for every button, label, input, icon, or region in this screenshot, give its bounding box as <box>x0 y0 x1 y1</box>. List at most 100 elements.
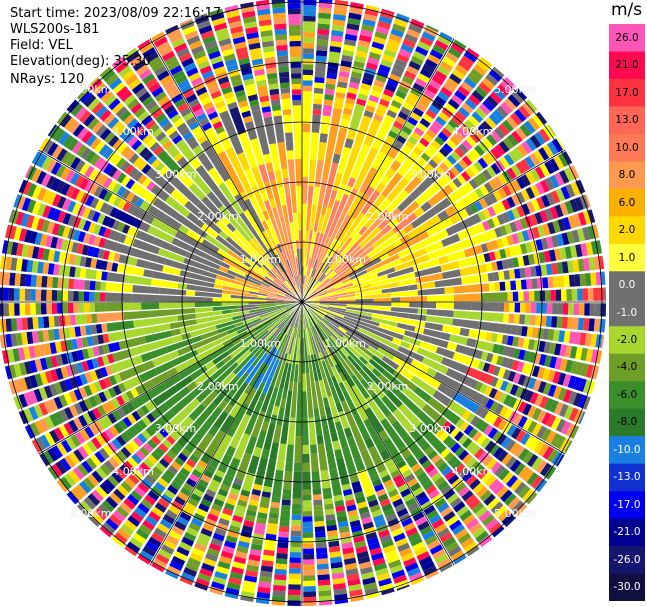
ppi-gate <box>408 313 427 322</box>
ppi-gate <box>131 453 142 465</box>
ppi-gate <box>164 489 176 500</box>
ppi-gate <box>494 227 503 238</box>
ppi-gate <box>113 373 122 384</box>
ppi-gate <box>128 473 140 485</box>
ppi-gate <box>547 276 554 289</box>
colorbar-tick-label: -10.0 <box>613 443 641 456</box>
ppi-gate <box>151 532 165 543</box>
ppi-gate <box>54 341 63 353</box>
ppi-gate <box>431 100 444 111</box>
ppi-gate <box>439 532 453 543</box>
ppi-gate <box>158 302 177 309</box>
ppi-gate <box>140 404 150 415</box>
ppi-gate <box>208 457 221 469</box>
ppi-gate <box>557 387 567 401</box>
ppi-gate <box>516 231 525 243</box>
ppi-gate <box>424 58 438 70</box>
ppi-gate <box>524 435 536 449</box>
ppi-gate <box>88 168 99 181</box>
ppi-gate <box>490 147 502 160</box>
ppi-gate <box>32 185 42 199</box>
ppi-gate <box>168 350 180 360</box>
ppi-gate <box>554 357 563 370</box>
ppi-gate <box>270 360 283 387</box>
ppi-gate <box>262 554 275 562</box>
ppi-gate <box>281 168 289 179</box>
ppi-gate <box>446 139 457 150</box>
ppi-gate <box>475 506 488 519</box>
ppi-gate <box>334 127 348 156</box>
ppi-gate <box>449 213 461 225</box>
ppi-gate <box>314 334 328 361</box>
ppi-gate <box>282 353 288 363</box>
ppi-gate <box>126 541 141 554</box>
ppi-gate <box>356 551 369 559</box>
ppi-gate <box>343 333 360 347</box>
ppi-gate <box>158 548 172 560</box>
ppi-gate <box>181 332 192 341</box>
ppi-gate <box>125 327 145 339</box>
ppi-gate <box>302 80 313 86</box>
ppi-gate <box>115 435 127 447</box>
ppi-gate <box>74 484 88 498</box>
ppi-gate <box>113 532 128 545</box>
range-label: 4.00km <box>112 125 154 139</box>
ppi-gate <box>357 344 367 353</box>
ppi-gate <box>319 303 347 307</box>
ppi-gate <box>1 240 8 254</box>
ppi-gate <box>302 505 313 512</box>
ppi-gate <box>186 527 199 537</box>
ppi-gate <box>79 177 90 190</box>
ppi-gate <box>181 572 196 582</box>
ppi-gate <box>90 454 102 467</box>
ppi-gate <box>440 484 452 496</box>
ppi-gate <box>155 360 175 375</box>
ppi-gate <box>240 596 254 603</box>
ppi-gate <box>518 448 530 461</box>
ppi-gate <box>501 236 510 247</box>
ppi-gate <box>414 516 428 527</box>
ppi-gate <box>527 405 537 418</box>
ppi-gate <box>106 320 135 332</box>
ppi-gate <box>222 309 232 315</box>
ppi-gate <box>236 327 247 335</box>
ppi-gate <box>358 368 374 386</box>
ppi-gate <box>30 288 36 301</box>
ppi-gate <box>256 517 267 525</box>
ppi-gate <box>302 150 310 177</box>
ppi-gate <box>257 321 273 334</box>
ppi-gate <box>355 496 366 504</box>
ppi-gate <box>316 44 328 52</box>
ppi-gate <box>89 291 95 302</box>
ppi-gate <box>291 89 302 95</box>
ppi-gate <box>450 550 465 562</box>
ppi-gate <box>422 403 441 422</box>
ppi-gate <box>353 413 371 441</box>
ppi-gate <box>503 153 515 166</box>
ppi-gate <box>307 288 314 296</box>
ppi-gate <box>162 454 174 465</box>
ppi-gate <box>427 397 447 414</box>
ppi-gate <box>330 356 338 366</box>
range-label: 1.00km <box>324 337 366 351</box>
ppi-gate <box>398 317 426 328</box>
ppi-gate <box>345 97 356 105</box>
colorbar-tick-label: 1.0 <box>618 251 636 264</box>
ppi-gate <box>74 375 83 387</box>
ppi-gate <box>404 33 418 44</box>
ppi-gate <box>325 519 337 526</box>
ppi-gate <box>119 502 133 514</box>
ppi-gate <box>117 222 126 232</box>
ppi-gate <box>480 396 490 407</box>
ppi-gate <box>137 433 148 444</box>
ppi-gate <box>513 314 520 324</box>
ppi-gate <box>94 507 108 521</box>
ppi-gate <box>277 60 289 68</box>
ppi-gate <box>537 366 546 379</box>
ppi-gate <box>205 276 216 284</box>
ppi-gate <box>91 437 102 450</box>
ppi-gate <box>344 427 353 438</box>
ppi-gate <box>84 257 92 268</box>
ppi-gate <box>101 500 115 513</box>
ppi-gate <box>143 323 171 335</box>
